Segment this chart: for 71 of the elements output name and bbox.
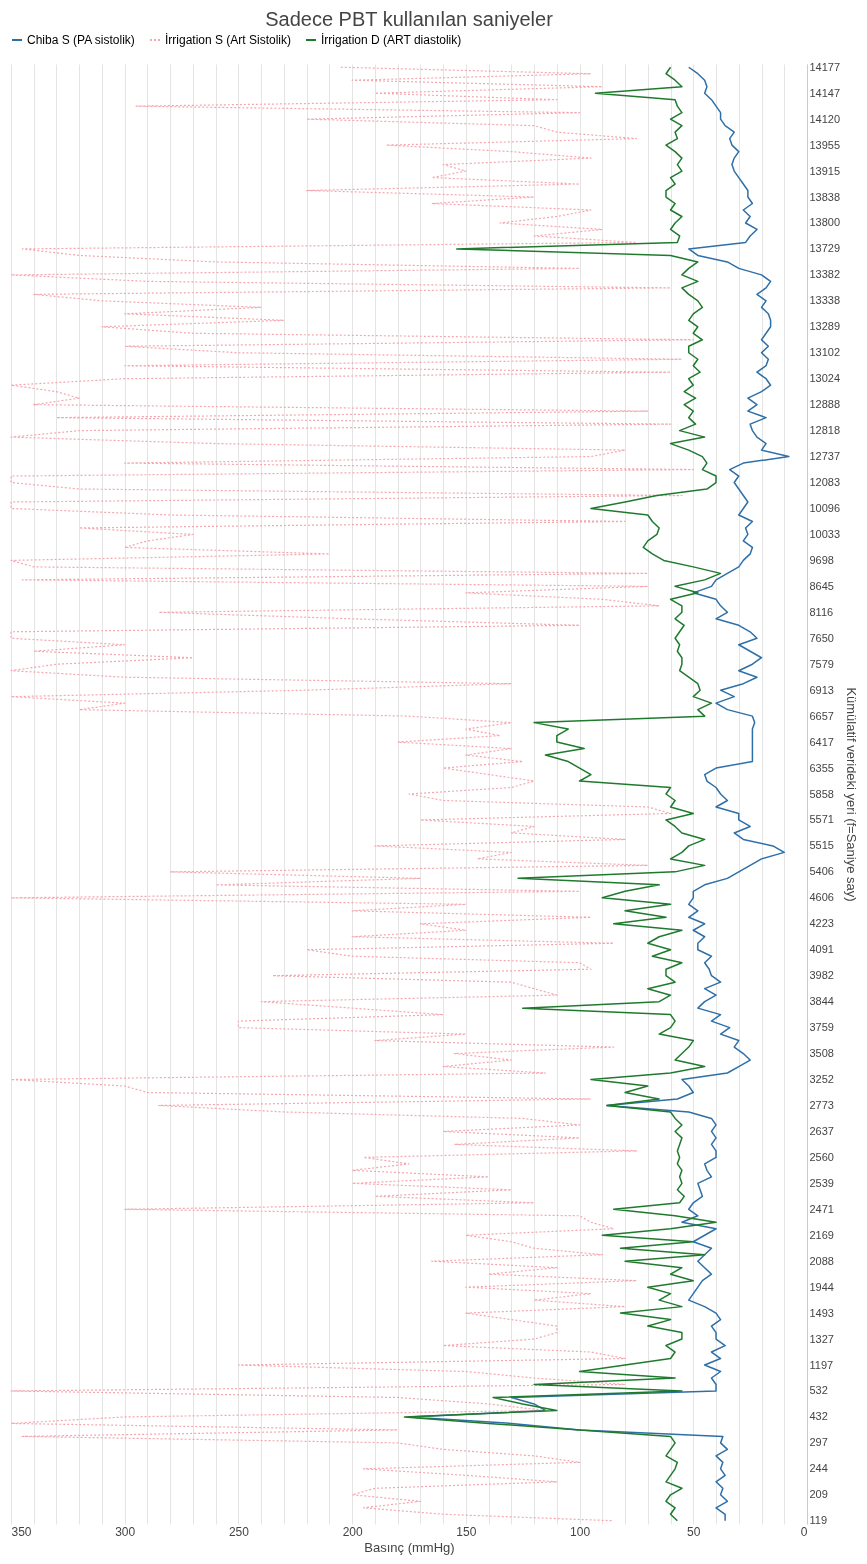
chart-title: Sadece PBT kullanılan saniyeler [265, 8, 554, 30]
y-tick-label: 8645 [809, 579, 834, 592]
x-tick-label: 250 [228, 1524, 250, 1539]
y-tick-label: 12888 [809, 398, 841, 411]
y-tick-label: 14177 [809, 60, 841, 73]
y-tick-label: 5571 [809, 813, 834, 826]
y-tick-label: 3844 [809, 995, 834, 1008]
legend-label: İrrigation S (Art Sistolik) [165, 33, 292, 47]
y-tick-label: 297 [809, 1436, 828, 1449]
y-tick-label: 13800 [809, 216, 841, 229]
y-tick-label: 3759 [809, 1021, 834, 1034]
legend-label: Chiba S (PA sistolik) [27, 33, 135, 47]
y-tick-label: 2773 [809, 1098, 834, 1111]
x-tick-label: 350 [11, 1524, 32, 1539]
y-tick-label: 6417 [809, 735, 834, 748]
y-tick-label: 1197 [809, 1358, 834, 1371]
y-tick-label: 12083 [809, 476, 841, 489]
y-tick-label: 7650 [809, 631, 834, 644]
y-tick-label: 1944 [809, 1280, 834, 1293]
y-tick-label: 6913 [809, 683, 834, 696]
y-tick-label: 209 [809, 1488, 828, 1501]
x-tick-label: 100 [570, 1524, 591, 1539]
y-tick-label: 13729 [809, 242, 841, 255]
y-tick-label: 13338 [809, 294, 841, 307]
y-tick-label: 244 [809, 1462, 828, 1475]
y-tick-label: 13289 [809, 320, 841, 333]
y-tick-label: 119 [809, 1514, 828, 1527]
x-tick-label: 150 [456, 1524, 477, 1539]
y-tick-label: 10096 [809, 501, 841, 514]
y-tick-label: 13382 [809, 268, 841, 281]
y-tick-label: 7579 [809, 657, 834, 670]
y-tick-label: 14147 [809, 86, 841, 99]
y-tick-label: 2471 [809, 1202, 834, 1215]
y-axis-title: Kümülatif verideki yeri (f=Saniye say) [844, 687, 860, 902]
y-tick-label: 1493 [809, 1306, 834, 1319]
x-tick-label: 200 [342, 1524, 363, 1539]
x-tick-label: 0 [800, 1524, 808, 1539]
x-axis-title: Basınç (mmHg) [364, 1539, 455, 1555]
y-tick-label: 9698 [809, 553, 834, 566]
x-tick-label: 300 [115, 1524, 136, 1539]
y-tick-label: 3508 [809, 1047, 834, 1060]
y-tick-label: 6355 [809, 761, 834, 774]
y-tick-label: 4091 [809, 943, 834, 956]
y-tick-label: 432 [809, 1410, 828, 1423]
y-tick-label: 13915 [809, 164, 841, 177]
y-tick-label: 8116 [809, 605, 834, 618]
y-tick-label: 13102 [809, 346, 841, 359]
y-tick-label: 2169 [809, 1228, 834, 1241]
y-tick-label: 13024 [809, 372, 841, 385]
y-tick-label: 10033 [809, 527, 841, 540]
y-tick-label: 13955 [809, 138, 841, 151]
y-tick-label: 4606 [809, 891, 834, 904]
y-tick-label: 14120 [809, 112, 841, 125]
y-tick-label: 4223 [809, 917, 834, 930]
y-tick-label: 12818 [809, 424, 841, 437]
y-tick-label: 5858 [809, 787, 834, 800]
y-tick-label: 2539 [809, 1176, 834, 1189]
y-tick-label: 3252 [809, 1073, 834, 1086]
y-tick-label: 3982 [809, 969, 834, 982]
y-tick-label: 2088 [809, 1254, 834, 1267]
y-tick-label: 6657 [809, 709, 834, 722]
y-tick-label: 2560 [809, 1150, 834, 1163]
y-tick-label: 5406 [809, 865, 834, 878]
y-tick-label: 532 [809, 1384, 828, 1397]
legend-label: İrrigation D (ART diastolik) [321, 33, 462, 47]
y-tick-label: 13838 [809, 190, 841, 203]
x-tick-label: 50 [687, 1524, 701, 1539]
y-tick-label: 12737 [809, 450, 841, 463]
y-tick-label: 2637 [809, 1124, 834, 1137]
y-tick-label: 5515 [809, 839, 834, 852]
y-tick-label: 1327 [809, 1332, 834, 1345]
